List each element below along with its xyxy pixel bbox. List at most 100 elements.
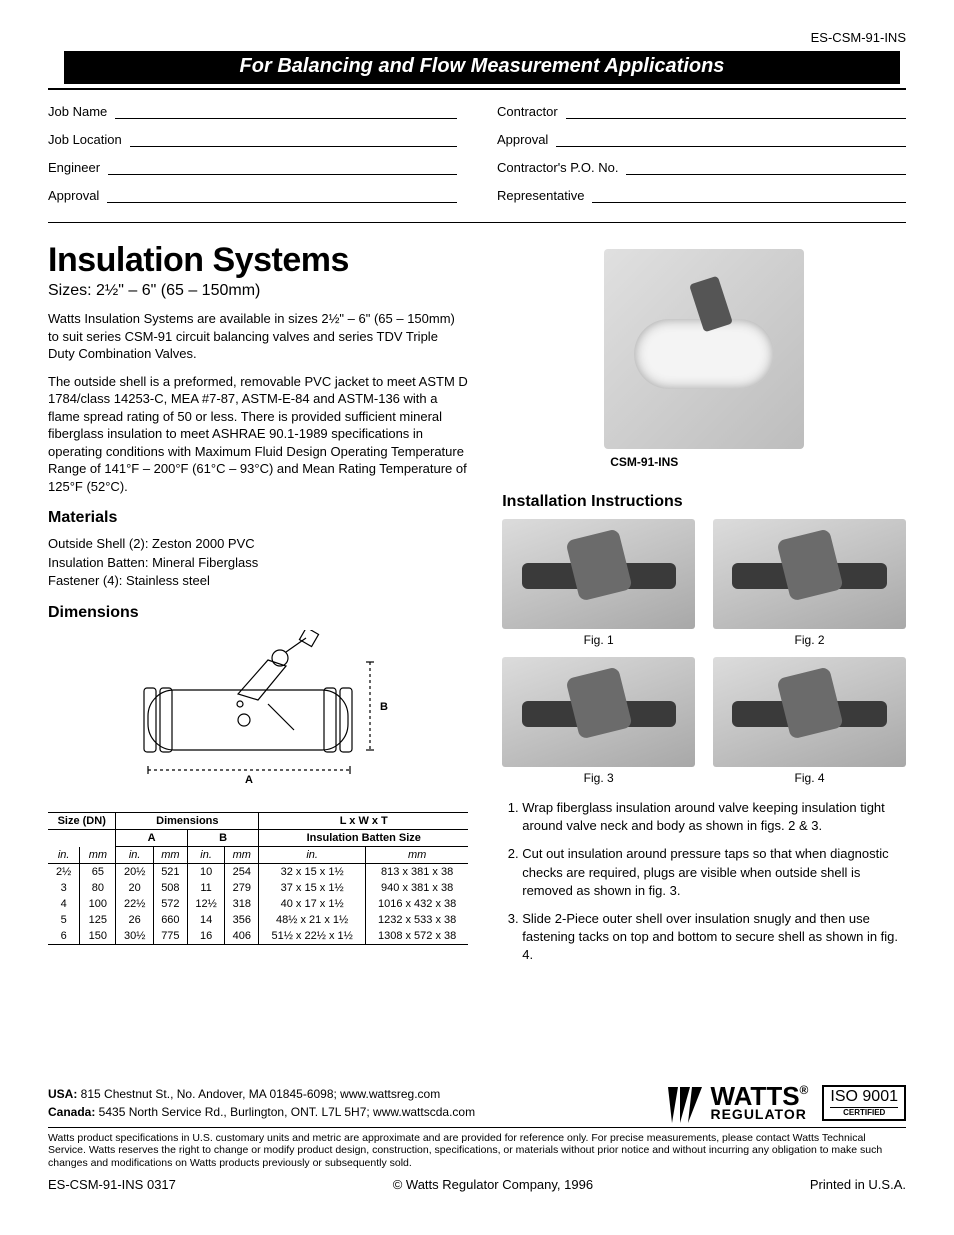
table-cell: 65 <box>80 864 116 881</box>
figure-caption: Fig. 2 <box>713 633 906 647</box>
table-cell: 14 <box>187 912 224 928</box>
install-figure: Fig. 1 <box>502 519 695 647</box>
table-cell: 80 <box>80 880 116 896</box>
table-cell: 40 x 17 x 1½ <box>259 896 366 912</box>
job-col-right: Contractor Approval Contractor's P.O. No. R… <box>497 104 906 216</box>
table-cell: 813 x 381 x 38 <box>366 864 469 881</box>
th-dims: Dimensions <box>116 813 259 830</box>
figure-photo <box>502 519 695 629</box>
table-cell: 521 <box>153 864 187 881</box>
rule-under-job <box>48 222 906 223</box>
table-cell: 12½ <box>187 896 224 912</box>
table-cell: 48½ x 21 x 1½ <box>259 912 366 928</box>
th-b: B <box>187 830 258 847</box>
intro-paragraph-2: The outside shell is a preformed, remova… <box>48 373 468 496</box>
table-cell: 356 <box>225 912 259 928</box>
materials-list: Outside Shell (2): Zeston 2000 PVCInsula… <box>48 535 468 590</box>
job-underline[interactable] <box>130 134 457 147</box>
table-cell: 4 <box>48 896 80 912</box>
iso-badge: ISO 9001 CERTIFIED <box>822 1085 906 1121</box>
doc-id-top: ES-CSM-91-INS <box>48 30 906 45</box>
figure-photo <box>713 519 906 629</box>
watts-swoosh-icon <box>666 1085 706 1125</box>
unit-mm-4: mm <box>366 847 469 864</box>
job-underline[interactable] <box>107 190 457 203</box>
sizes-line: Sizes: 2½" – 6" (65 – 150mm) <box>48 282 468 300</box>
job-field: Contractor's P.O. No. <box>497 160 906 175</box>
banner-wrap: For Balancing and Flow Measurement Appli… <box>48 51 906 84</box>
svg-text:B: B <box>380 701 388 713</box>
figure-photo <box>502 657 695 767</box>
table-row: 2½6520½5211025432 x 15 x 1½813 x 381 x 3… <box>48 864 468 881</box>
dimensions-heading: Dimensions <box>48 604 468 622</box>
table-cell: 26 <box>116 912 153 928</box>
table-cell: 3 <box>48 880 80 896</box>
materials-item: Fastener (4): Stainless steel <box>48 572 468 590</box>
job-label: Representative <box>497 188 584 203</box>
logo-text-bottom: REGULATOR <box>710 1108 808 1121</box>
materials-item: Outside Shell (2): Zeston 2000 PVC <box>48 535 468 553</box>
unit-mm-1: mm <box>80 847 116 864</box>
job-underline[interactable] <box>115 106 457 119</box>
job-label: Approval <box>497 132 548 147</box>
th-blank <box>48 830 116 847</box>
job-underline[interactable] <box>592 190 906 203</box>
job-label: Contractor <box>497 104 558 119</box>
table-cell: 11 <box>187 880 224 896</box>
unit-mm-3: mm <box>225 847 259 864</box>
th-ibs: Insulation Batten Size <box>259 830 468 847</box>
job-field: Representative <box>497 188 906 203</box>
table-cell: 406 <box>225 928 259 945</box>
addresses: USA: 815 Chestnut St., No. Andover, MA 0… <box>48 1085 475 1121</box>
unit-in-2: in. <box>116 847 153 864</box>
install-figure: Fig. 2 <box>713 519 906 647</box>
bottom-line: ES-CSM-91-INS 0317 © Watts Regulator Com… <box>48 1177 906 1192</box>
table-cell: 20 <box>116 880 153 896</box>
unit-in-1: in. <box>48 847 80 864</box>
job-underline[interactable] <box>566 106 906 119</box>
figure-caption: Fig. 1 <box>502 633 695 647</box>
job-label: Contractor's P.O. No. <box>497 160 618 175</box>
table-row: 410022½57212½31840 x 17 x 1½1016 x 432 x… <box>48 896 468 912</box>
job-underline[interactable] <box>556 134 906 147</box>
materials-item: Insulation Batten: Mineral Fiberglass <box>48 554 468 572</box>
unit-mm-2: mm <box>153 847 187 864</box>
job-label: Job Location <box>48 132 122 147</box>
table-cell: 1308 x 572 x 38 <box>366 928 469 945</box>
table-cell: 37 x 15 x 1½ <box>259 880 366 896</box>
table-cell: 10 <box>187 864 224 881</box>
table-row: 615030½7751640651½ x 22½ x 1½1308 x 572 … <box>48 928 468 945</box>
bottom-center: © Watts Regulator Company, 1996 <box>393 1177 593 1192</box>
job-field: Job Location <box>48 132 457 147</box>
table-cell: 572 <box>153 896 187 912</box>
install-steps: Wrap fiberglass insulation around valve … <box>502 799 906 965</box>
job-field: Engineer <box>48 160 457 175</box>
install-figures: Fig. 1Fig. 2Fig. 3Fig. 4 <box>502 519 906 785</box>
right-column: CSM-91-INS Installation Instructions Fig… <box>502 241 906 975</box>
bottom-right: Printed in U.S.A. <box>810 1177 906 1192</box>
figure-caption: Fig. 4 <box>713 771 906 785</box>
job-label: Approval <box>48 188 99 203</box>
job-label: Engineer <box>48 160 100 175</box>
th-lwt: L x W x T <box>259 813 468 830</box>
table-cell: 2½ <box>48 864 80 881</box>
addr-logo-row: USA: 815 Chestnut St., No. Andover, MA 0… <box>48 1085 906 1121</box>
table-cell: 318 <box>225 896 259 912</box>
job-underline[interactable] <box>626 162 906 175</box>
rule-under-banner <box>48 88 906 90</box>
iso-text: ISO 9001 <box>830 1089 898 1105</box>
job-underline[interactable] <box>108 162 457 175</box>
unit-in-4: in. <box>259 847 366 864</box>
install-heading: Installation Instructions <box>502 493 906 511</box>
install-step: Slide 2-Piece outer shell over insulatio… <box>522 910 906 965</box>
table-cell: 100 <box>80 896 116 912</box>
addr-canada: Canada: 5435 North Service Rd., Burlingt… <box>48 1103 475 1121</box>
table-cell: 775 <box>153 928 187 945</box>
job-info-block: Job Name Job Location Engineer Approval Con… <box>48 104 906 216</box>
job-label: Job Name <box>48 104 107 119</box>
product-photo <box>604 249 804 449</box>
page-title: Insulation Systems <box>48 241 468 280</box>
table-cell: 125 <box>80 912 116 928</box>
job-field: Job Name <box>48 104 457 119</box>
dimensions-table: Size (DN) Dimensions L x W x T A B Insul… <box>48 812 468 945</box>
